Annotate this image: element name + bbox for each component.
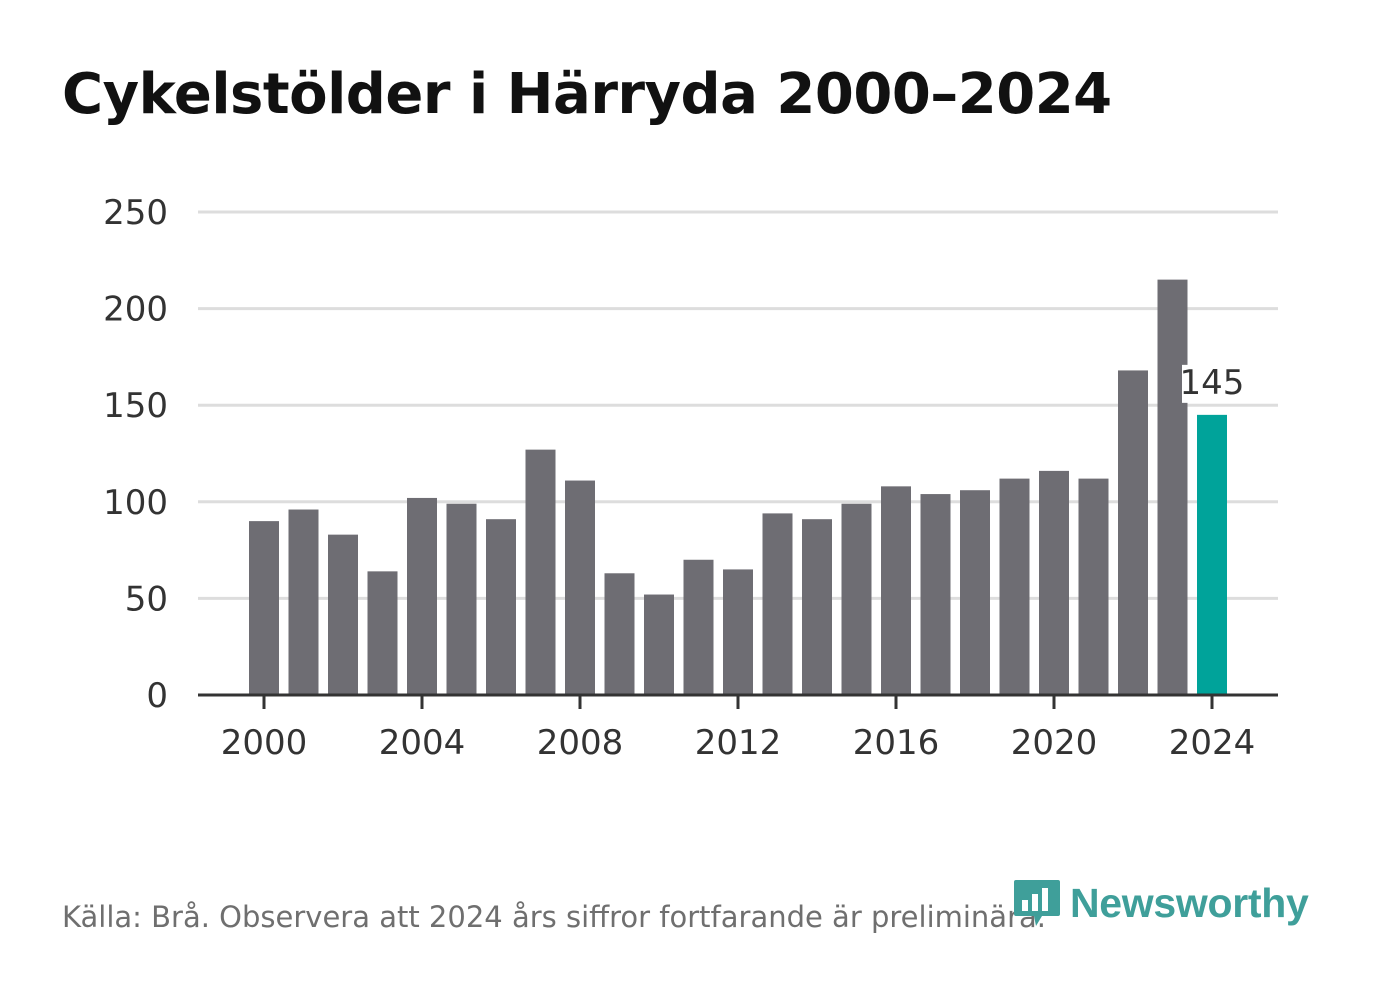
bar-2012	[723, 569, 753, 695]
annotations: 145	[1180, 363, 1245, 403]
data-label-2024: 145	[1180, 363, 1245, 403]
bar-2022	[1118, 370, 1148, 695]
x-tick-label: 2000	[221, 723, 308, 763]
x-tick-label: 2008	[537, 723, 624, 763]
source-note: Källa: Brå. Observera att 2024 års siffr…	[62, 900, 1046, 934]
bars	[249, 279, 1227, 695]
bar-2002	[328, 534, 358, 695]
x-tick-label: 2012	[695, 723, 782, 763]
bar-2019	[999, 478, 1030, 695]
bar-2001	[288, 509, 319, 695]
y-tick-label: 100	[103, 483, 168, 523]
bar-2015	[841, 503, 872, 695]
bar-2006	[486, 519, 516, 695]
bar-2010	[644, 594, 674, 695]
y-tick-label: 0	[146, 676, 168, 716]
x-tick-label: 2020	[1011, 723, 1098, 763]
x-tick-label: 2004	[379, 723, 466, 763]
x-tick-label: 2024	[1169, 723, 1256, 763]
x-axis: 2000 2004 2008 2012 2016 2020 2024	[198, 693, 1278, 763]
bar-2013	[762, 513, 793, 695]
bar-2005	[446, 503, 477, 695]
x-tick-label: 2016	[853, 723, 940, 763]
bar-2023	[1157, 279, 1188, 695]
bar-2009	[604, 573, 635, 695]
bar-2008	[565, 480, 595, 695]
y-tick-label: 50	[125, 579, 168, 619]
bar-chart-speech-bubble-icon	[1014, 880, 1060, 926]
bar-2021	[1078, 478, 1109, 695]
bar-2014	[802, 519, 832, 695]
y-tick-label: 250	[103, 193, 168, 233]
brand-name: Newsworthy	[1070, 879, 1309, 926]
y-axis: 0 50 100 150 200 250	[103, 193, 168, 716]
data-label-bg	[1182, 364, 1242, 403]
bar-2011	[683, 559, 714, 695]
y-tick-label: 200	[103, 290, 168, 330]
bar-2016	[881, 486, 911, 695]
bar-2004	[407, 497, 437, 695]
newsworthy-logo: Newsworthy	[1012, 878, 1309, 928]
y-tick-label: 150	[103, 386, 168, 426]
bar-2020	[1039, 470, 1069, 695]
chart-title: Cykelstölder i Härryda 2000–2024	[62, 62, 1112, 127]
gridlines	[198, 210, 1278, 600]
bar-2003	[367, 571, 398, 695]
bar-2017	[920, 494, 951, 695]
bar-2007	[525, 449, 556, 695]
bar-2000	[249, 521, 279, 695]
bar-2024	[1197, 414, 1227, 695]
bar-2018	[960, 490, 990, 695]
